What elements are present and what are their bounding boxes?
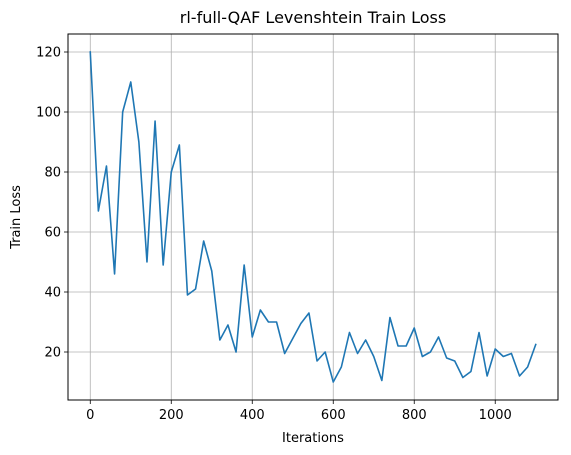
plot-area-frame	[67, 33, 559, 401]
y-tick-label: 80	[44, 166, 61, 181]
x-tick-label: 600	[321, 408, 346, 423]
y-tick-label: 60	[44, 226, 61, 241]
y-tick-label: 120	[36, 46, 61, 61]
x-tick-label: 400	[240, 408, 265, 423]
y-tick-label: 100	[36, 106, 61, 121]
y-axis-label: Train Loss	[9, 185, 24, 250]
y-tick-label: 40	[44, 286, 61, 301]
chart-title: rl-full-QAF Levenshtein Train Loss	[180, 8, 446, 27]
axis-ticks: 0 200 400 600 800 1000 20 40 60 80 100 120	[36, 46, 512, 424]
x-tick-label: 200	[159, 408, 184, 423]
grid-lines	[68, 34, 558, 400]
series-line	[89, 51, 537, 383]
x-tick-label: 1000	[479, 408, 512, 423]
x-axis-label: Iterations	[282, 431, 344, 446]
x-tick-label: 0	[86, 408, 94, 423]
series-layer	[89, 51, 537, 383]
y-tick-label: 20	[44, 346, 61, 361]
x-tick-label: 800	[402, 408, 427, 423]
